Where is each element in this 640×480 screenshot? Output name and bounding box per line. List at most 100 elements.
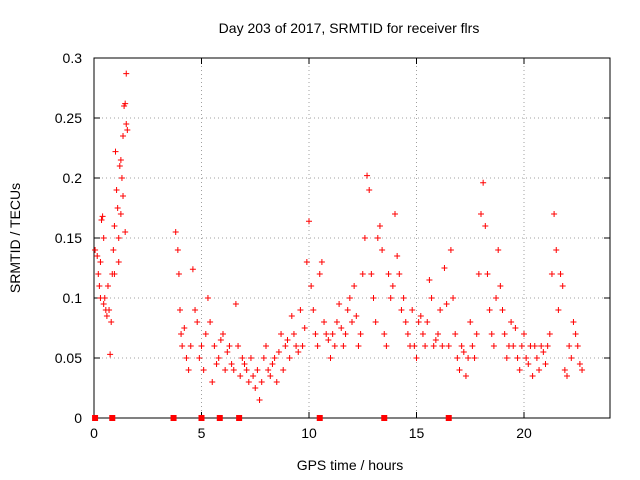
data-point (220, 331, 226, 337)
data-point (557, 271, 564, 277)
data-point (120, 133, 127, 139)
data-point (456, 367, 463, 373)
data-point (409, 307, 416, 313)
data-point (308, 283, 315, 289)
data-point (106, 307, 113, 313)
data-point (303, 259, 310, 265)
data-point (293, 343, 300, 349)
data-point (108, 319, 115, 325)
data-point (553, 247, 560, 253)
data-point (422, 343, 429, 349)
data-point (110, 247, 117, 253)
data-point (482, 223, 489, 229)
data-point (113, 187, 120, 193)
data-point (321, 319, 328, 325)
data-point (97, 259, 104, 265)
data-point (280, 367, 287, 373)
data-point (529, 373, 536, 379)
data-point (198, 343, 205, 349)
data-point (243, 367, 250, 373)
data-point (115, 235, 122, 241)
data-point (357, 331, 364, 337)
data-point (185, 367, 192, 373)
plot-frame (93, 57, 611, 419)
data-point (478, 211, 484, 217)
data-point (402, 319, 409, 325)
data-point (531, 343, 538, 349)
data-point (333, 319, 340, 325)
data-point (523, 355, 530, 361)
data-point (256, 397, 263, 403)
y-tick-label: 0.05 (55, 350, 82, 366)
data-point (467, 319, 474, 325)
data-point (299, 343, 306, 349)
data-point (344, 307, 351, 313)
data-point (430, 343, 437, 349)
data-point (196, 355, 203, 361)
data-point (561, 367, 568, 373)
data-point (177, 307, 183, 313)
data-point (222, 367, 229, 373)
data-point (404, 331, 411, 337)
data-point (247, 355, 254, 361)
points-layer (92, 70, 586, 403)
gap-markers (92, 415, 452, 421)
data-point (111, 223, 118, 229)
data-point (124, 127, 131, 133)
y-axis-label: SRMTID / TECUs (7, 183, 23, 293)
data-point (538, 343, 545, 349)
data-point (318, 259, 325, 265)
data-point (465, 355, 472, 361)
data-point (435, 331, 441, 337)
data-point (100, 301, 107, 307)
data-point (370, 295, 377, 301)
data-point (510, 343, 517, 349)
data-point (514, 355, 521, 361)
y-tick-label: 0.15 (55, 230, 82, 246)
data-point (516, 367, 523, 373)
data-point (114, 205, 121, 211)
data-point (100, 235, 107, 241)
data-point (379, 247, 386, 253)
data-point (217, 337, 224, 343)
data-point (327, 355, 334, 361)
data-point (284, 337, 291, 343)
data-point (331, 343, 338, 349)
data-point (376, 223, 383, 229)
data-point (92, 247, 99, 253)
data-point (488, 331, 495, 337)
data-point (355, 343, 362, 349)
data-point (245, 379, 252, 385)
data-point (351, 283, 358, 289)
data-point (275, 349, 282, 355)
data-point (282, 343, 289, 349)
data-point (419, 331, 426, 337)
data-point (97, 295, 104, 301)
data-point (469, 343, 476, 349)
data-point (536, 367, 543, 373)
data-point (480, 179, 487, 186)
data-point (226, 343, 233, 349)
data-point (323, 331, 330, 337)
data-point (439, 343, 446, 349)
data-point (172, 229, 179, 235)
data-point (389, 283, 396, 289)
data-point (428, 295, 435, 301)
data-point (518, 343, 525, 349)
data-point (228, 361, 235, 367)
data-point (295, 349, 302, 355)
data-point (392, 211, 398, 217)
data-point (361, 235, 368, 241)
data-point (473, 331, 480, 337)
data-point (426, 277, 433, 283)
data-point (443, 301, 450, 307)
data-point (263, 343, 269, 349)
data-point (340, 343, 347, 349)
y-tick-label: 0 (74, 410, 82, 426)
gap-marker (381, 415, 388, 421)
data-point (495, 247, 502, 253)
gap-marker (316, 415, 323, 421)
data-point (232, 301, 239, 307)
data-point (306, 218, 312, 225)
data-point (310, 307, 317, 313)
